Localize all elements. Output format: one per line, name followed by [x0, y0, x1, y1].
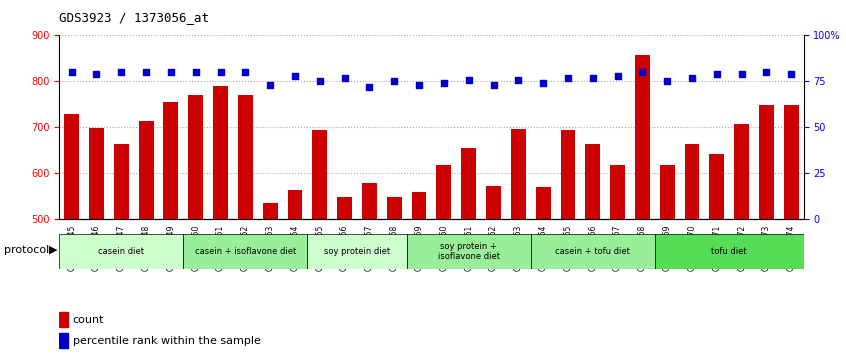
Bar: [660, 165, 674, 354]
Bar: [64, 114, 79, 354]
Point: [214, 69, 228, 75]
Point: [661, 79, 674, 84]
Bar: [263, 203, 277, 354]
Text: casein diet: casein diet: [98, 247, 145, 256]
Bar: [734, 124, 749, 354]
Bar: [89, 129, 104, 354]
Bar: [635, 55, 650, 354]
Point: [189, 69, 202, 75]
Bar: [486, 186, 501, 354]
Bar: [784, 105, 799, 354]
Bar: [710, 154, 724, 354]
Point: [239, 69, 252, 75]
Point: [635, 69, 649, 75]
Point: [685, 75, 699, 81]
Text: protocol: protocol: [4, 245, 49, 255]
Point: [363, 84, 376, 90]
Bar: [139, 120, 153, 354]
Text: GDS3923 / 1373056_at: GDS3923 / 1373056_at: [59, 11, 209, 24]
Bar: [437, 165, 451, 354]
Point: [114, 69, 128, 75]
Bar: [114, 144, 129, 354]
Point: [536, 80, 550, 86]
Bar: [684, 144, 700, 354]
Point: [784, 71, 798, 77]
FancyBboxPatch shape: [307, 234, 407, 269]
Bar: [585, 144, 600, 354]
Bar: [610, 165, 625, 354]
Point: [412, 82, 426, 88]
FancyBboxPatch shape: [655, 234, 804, 269]
Bar: [362, 183, 376, 354]
Bar: [288, 189, 302, 354]
Bar: [511, 129, 525, 354]
Text: count: count: [73, 315, 104, 325]
Bar: [213, 86, 228, 354]
Point: [760, 69, 773, 75]
Bar: [338, 198, 352, 354]
Bar: [759, 105, 774, 354]
Point: [486, 82, 500, 88]
Point: [263, 82, 277, 88]
Point: [561, 75, 574, 81]
Point: [313, 79, 327, 84]
Point: [437, 80, 451, 86]
Bar: [312, 130, 327, 354]
Text: ▶: ▶: [49, 245, 58, 255]
Point: [512, 77, 525, 82]
Text: casein + tofu diet: casein + tofu diet: [555, 247, 630, 256]
Point: [735, 71, 749, 77]
Bar: [536, 187, 551, 354]
Point: [164, 69, 178, 75]
Text: tofu diet: tofu diet: [711, 247, 747, 256]
Point: [288, 73, 302, 79]
Point: [65, 69, 79, 75]
Text: soy protein +
isoflavone diet: soy protein + isoflavone diet: [437, 242, 500, 261]
Point: [462, 77, 475, 82]
Bar: [163, 102, 179, 354]
Point: [90, 71, 103, 77]
Bar: [59, 312, 69, 327]
FancyBboxPatch shape: [59, 234, 184, 269]
Bar: [412, 192, 426, 354]
Point: [387, 79, 401, 84]
Point: [140, 69, 153, 75]
Text: casein + isoflavone diet: casein + isoflavone diet: [195, 247, 296, 256]
Text: soy protein diet: soy protein diet: [324, 247, 390, 256]
Point: [338, 75, 351, 81]
Point: [710, 71, 723, 77]
Point: [611, 73, 624, 79]
Bar: [238, 95, 253, 354]
Bar: [387, 198, 402, 354]
Point: [586, 75, 600, 81]
Bar: [461, 148, 476, 354]
Bar: [561, 130, 575, 354]
Text: percentile rank within the sample: percentile rank within the sample: [73, 336, 261, 346]
Bar: [59, 333, 69, 348]
FancyBboxPatch shape: [407, 234, 530, 269]
FancyBboxPatch shape: [184, 234, 307, 269]
FancyBboxPatch shape: [530, 234, 655, 269]
Bar: [189, 95, 203, 354]
